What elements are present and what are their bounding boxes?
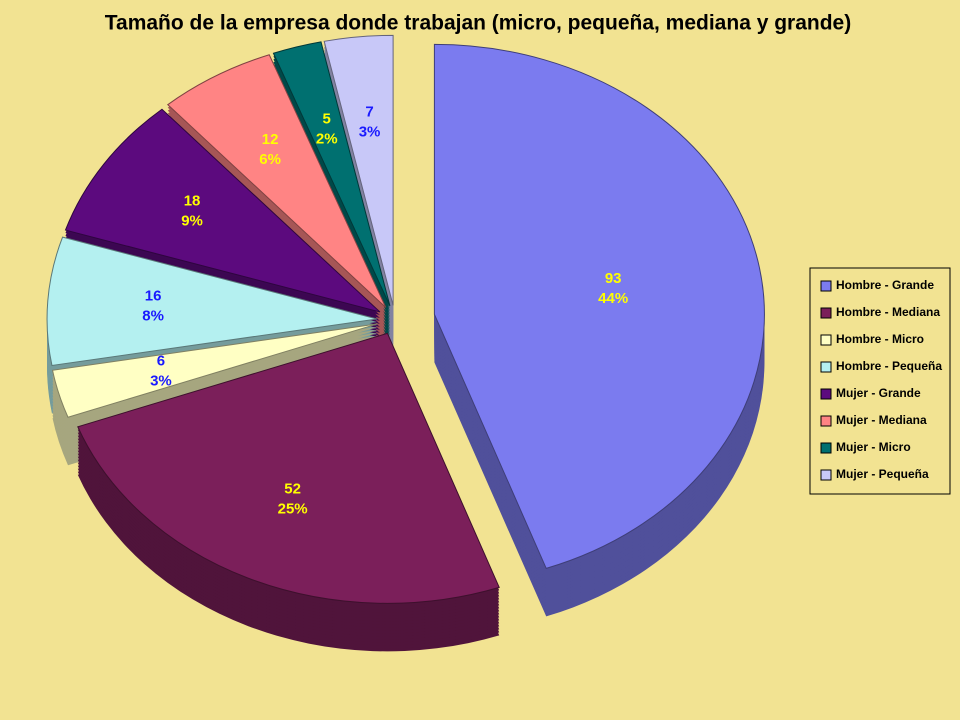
legend-box bbox=[809, 267, 951, 495]
percent-label: 6% bbox=[259, 151, 281, 168]
data-label: 93 bbox=[605, 270, 622, 287]
slice bbox=[46, 236, 378, 367]
legend-label: Hombre - Mediana bbox=[836, 305, 940, 319]
percent-label: 2% bbox=[316, 131, 338, 148]
legend-swatch bbox=[820, 442, 832, 454]
percent-label: 8% bbox=[142, 308, 164, 325]
legend-label: Mujer - Pequeña bbox=[836, 467, 929, 481]
slice bbox=[77, 332, 500, 604]
percent-label: 9% bbox=[181, 212, 203, 229]
legend-label: Hombre - Pequeña bbox=[836, 359, 942, 373]
data-label: 16 bbox=[145, 288, 162, 305]
legend-swatch bbox=[820, 280, 832, 292]
legend-label: Hombre - Micro bbox=[836, 332, 924, 346]
chart-title: Tamaño de la empresa donde trabajan (mic… bbox=[105, 12, 851, 35]
data-label: 6 bbox=[157, 353, 165, 370]
legend-swatch bbox=[820, 388, 832, 400]
legend-swatch bbox=[820, 334, 832, 346]
legend-label: Mujer - Grande bbox=[836, 386, 921, 400]
slice bbox=[64, 108, 381, 313]
legend-label: Hombre - Grande bbox=[836, 278, 934, 292]
slice bbox=[166, 54, 387, 308]
percent-label: 3% bbox=[359, 124, 381, 141]
percent-label: 44% bbox=[598, 290, 628, 307]
percent-label: 3% bbox=[150, 373, 172, 390]
legend: Hombre - Grande Hombre - Mediana Hombre - … bbox=[820, 278, 942, 481]
legend-swatch bbox=[820, 361, 832, 373]
data-label: 12 bbox=[262, 131, 279, 148]
percent-label: 25% bbox=[278, 501, 308, 518]
legend-label: Mujer - Micro bbox=[836, 440, 911, 454]
pie bbox=[46, 34, 765, 604]
data-labels: 93 44% 52 25% 6 3% 16 8% 18 9% 12 6% 5 2% 7 3% bbox=[142, 104, 628, 518]
slice bbox=[272, 41, 391, 307]
legend-swatch bbox=[820, 307, 832, 319]
slice bbox=[51, 323, 378, 418]
slice bbox=[323, 34, 394, 306]
data-label: 52 bbox=[284, 481, 301, 498]
data-label: 5 bbox=[323, 111, 331, 128]
legend-swatch bbox=[820, 415, 832, 427]
legend-swatch bbox=[820, 469, 832, 481]
data-label: 18 bbox=[184, 192, 201, 209]
data-label: 7 bbox=[365, 104, 373, 121]
legend-label: Mujer - Mediana bbox=[836, 413, 927, 427]
slice bbox=[433, 43, 765, 569]
